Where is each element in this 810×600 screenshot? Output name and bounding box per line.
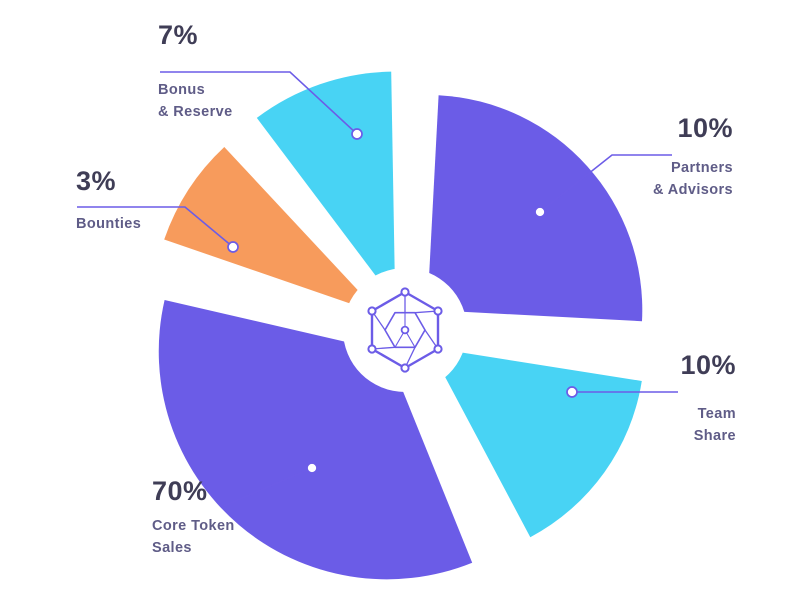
pct-label-bonus-reserve: 7% bbox=[158, 20, 199, 50]
slice-label-bounties: Bounties bbox=[76, 214, 141, 236]
marker-partners-advisors bbox=[534, 206, 546, 218]
pie-slice-partners-advisors bbox=[427, 95, 643, 322]
leader-line-partners-advisors bbox=[539, 154, 672, 213]
pct-label-core-token-sales: 70% bbox=[152, 476, 208, 506]
slice-label-core-token-sales: Core Token Sales bbox=[152, 516, 235, 560]
pie-slices bbox=[158, 71, 643, 580]
hexagon-network-icon bbox=[367, 287, 443, 373]
slice-label-bonus-reserve: Bonus & Reserve bbox=[158, 80, 233, 124]
slice-label-line: Bonus bbox=[158, 82, 206, 98]
pie-slice-bonus-reserve bbox=[256, 71, 396, 302]
pct-label-team-share: 10% bbox=[680, 350, 736, 380]
pct-label-partners-advisors: 10% bbox=[677, 113, 733, 143]
callout-lines bbox=[77, 71, 678, 507]
pct-label-bounties: 3% bbox=[76, 166, 117, 196]
slice-label-line: Partners bbox=[670, 160, 733, 176]
slice-label-line: Bounties bbox=[76, 216, 142, 232]
leader-line-core-token-sales bbox=[223, 467, 313, 507]
pie-slice-bounties bbox=[164, 147, 380, 314]
slice-label-line: Team bbox=[697, 406, 736, 422]
pie-slice-team-share bbox=[429, 347, 642, 538]
slice-label-line: Core Token bbox=[152, 518, 235, 534]
slice-label-line: & Advisors bbox=[652, 181, 733, 198]
marker-bounties bbox=[227, 241, 239, 253]
marker-bonus-reserve bbox=[351, 128, 363, 140]
slice-label-partners-advisors: Partners & Advisors bbox=[653, 158, 733, 202]
slice-label-line: Sales bbox=[152, 539, 192, 556]
leader-line-bonus-reserve bbox=[160, 71, 358, 135]
slice-label-line: Share bbox=[693, 427, 736, 444]
slice-label-team-share: Team Share bbox=[694, 404, 736, 448]
center-hub bbox=[343, 268, 467, 392]
marker-team-share bbox=[566, 386, 578, 398]
marker-core-token-sales bbox=[306, 462, 318, 474]
leader-line-bounties bbox=[77, 206, 234, 248]
slice-label-line: & Reserve bbox=[158, 103, 233, 120]
